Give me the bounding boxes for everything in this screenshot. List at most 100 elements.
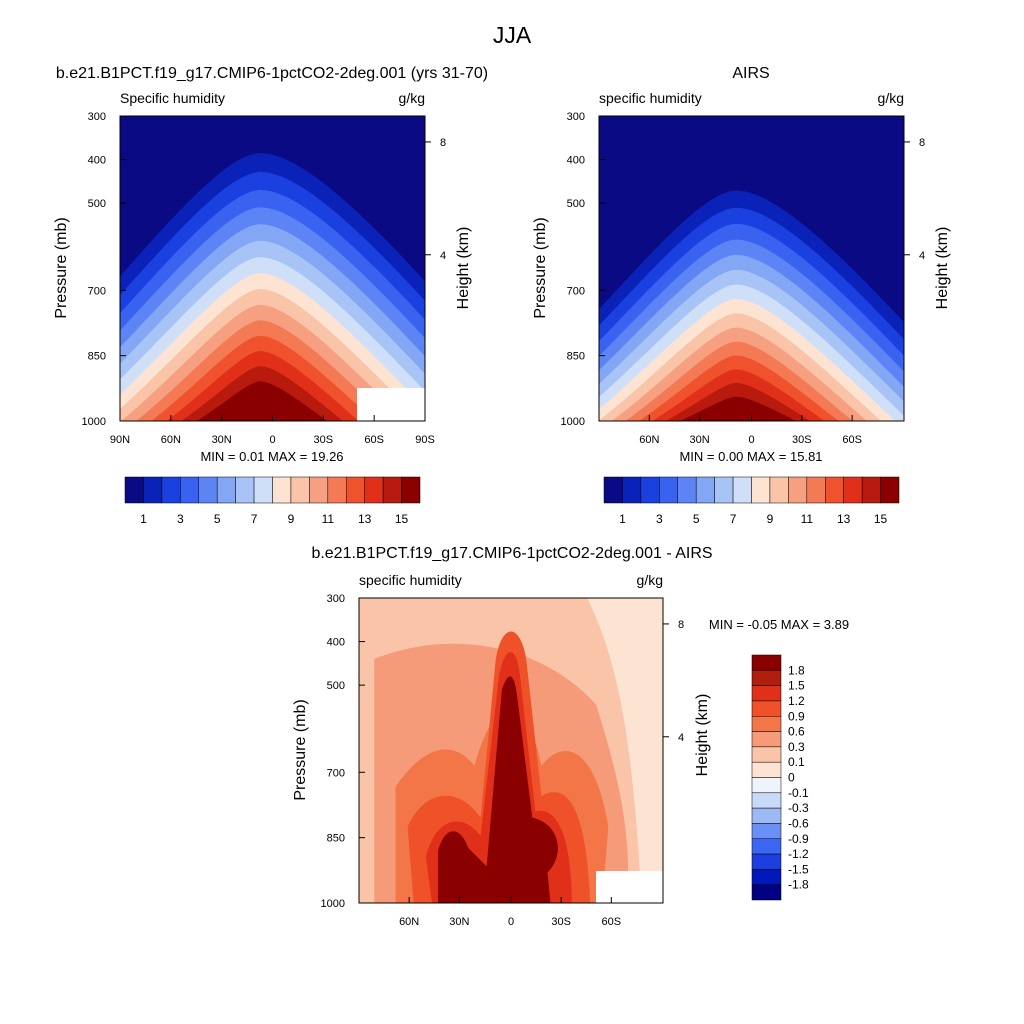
colorbar-label: 0.9 [788, 709, 805, 723]
panel-diff-title: b.e21.B1PCT.f19_g17.CMIP6-1pctCO2-2deg.0… [311, 545, 712, 562]
colorbar-label: 0.6 [788, 725, 805, 739]
x-tick-label: 30S [314, 434, 334, 446]
panel-airs-ylabel-right: Height (km) [934, 227, 951, 310]
panel-diff-colorbar: 1.81.51.20.90.60.30.10-0.1-0.3-0.6-0.9-1… [751, 654, 809, 901]
colorbar-box [180, 476, 199, 504]
right-tick-label: 4 [678, 732, 684, 744]
colorbar-box [751, 838, 782, 855]
y-tick-label: 500 [567, 198, 585, 210]
x-tick-label: 0 [748, 434, 754, 446]
y-tick-label: 400 [88, 155, 106, 167]
x-tick-label: 30S [551, 916, 571, 928]
colorbar-label: 1 [140, 512, 147, 526]
x-tick-label: 60S [364, 434, 384, 446]
colorbar-label: 11 [322, 512, 335, 526]
y-tick-label: 1000 [321, 898, 345, 910]
y-tick-label: 1000 [561, 416, 585, 428]
colorbar-label: 13 [358, 512, 372, 526]
colorbar-box [401, 476, 421, 504]
colorbar-box [216, 476, 236, 504]
panel-model: b.e21.B1PCT.f19_g17.CMIP6-1pctCO2-2deg.0… [53, 65, 488, 526]
colorbar-label: 13 [837, 512, 851, 526]
colorbar-box [290, 476, 310, 504]
colorbar-box [843, 476, 863, 504]
x-tick-label: 30N [212, 434, 232, 446]
colorbar-label: 1.8 [788, 663, 805, 677]
colorbar-label: -1.2 [788, 847, 809, 861]
colorbar-box [880, 476, 900, 504]
panel-diff-field [359, 598, 663, 903]
panel-airs: AIRS specific humidity g/kg Pressure (mb… [532, 65, 951, 526]
panel-airs-subtitle-left: specific humidity [599, 90, 702, 106]
colorbar-box [309, 476, 329, 504]
x-tick-label: 60S [602, 916, 622, 928]
colorbar-box [751, 700, 782, 717]
colorbar-box [751, 777, 782, 794]
colorbar-label: 3 [177, 512, 184, 526]
colorbar-box [677, 476, 697, 504]
panel-airs-stats: MIN = 0.00 MAX = 15.81 [679, 449, 822, 464]
x-tick-label: 90S [415, 434, 435, 446]
colorbar-box [769, 476, 789, 504]
colorbar-label: -0.9 [788, 832, 809, 846]
colorbar-label: 1.5 [788, 679, 805, 693]
colorbar-label: 1.2 [788, 694, 805, 708]
colorbar-box [861, 476, 881, 504]
colorbar-label: 5 [693, 512, 700, 526]
colorbar-box [751, 761, 782, 778]
colorbar-box [751, 685, 782, 702]
panel-airs-ylabel: Pressure (mb) [532, 217, 549, 318]
colorbar-box [143, 476, 163, 504]
panel-model-title: b.e21.B1PCT.f19_g17.CMIP6-1pctCO2-2deg.0… [56, 65, 488, 82]
panel-model-missing-data [357, 388, 425, 421]
colorbar-box [364, 476, 384, 504]
colorbar-box [751, 670, 782, 686]
y-tick-label: 300 [327, 593, 345, 605]
panel-model-colorbar: 1 3 5 7 9 11 13 15 [124, 476, 421, 526]
colorbar-box [235, 476, 255, 504]
y-tick-label: 1000 [82, 416, 106, 428]
colorbar-label: 1 [619, 512, 626, 526]
panel-diff-ylabel-right: Height (km) [694, 694, 711, 777]
panel-model-ticks: 90N 60N 30N 0 30S 60S 90S 300 400 500 700 850 1000 8 4 [82, 111, 447, 446]
colorbar-box [714, 476, 734, 504]
colorbar-box [788, 476, 808, 504]
panel-diff-stats: MIN = -0.05 MAX = 3.89 [709, 617, 849, 632]
panel-diff-ylabel: Pressure (mb) [292, 699, 309, 800]
colorbar-box [382, 476, 402, 504]
colorbar-label: 7 [251, 512, 258, 526]
colorbar-box [161, 476, 181, 504]
colorbar-label: -0.1 [788, 786, 809, 800]
colorbar-label: 5 [214, 512, 221, 526]
colorbar-box [198, 476, 218, 504]
x-tick-label: 30N [449, 916, 469, 928]
colorbar-label: -0.6 [788, 816, 809, 830]
panel-model-units: g/kg [399, 90, 425, 106]
right-tick-label: 8 [919, 137, 925, 149]
field-band [196, 381, 328, 421]
colorbar-box [806, 476, 826, 504]
colorbar-label: -1.5 [788, 862, 809, 876]
colorbar-box [751, 654, 782, 671]
panel-airs-units: g/kg [878, 90, 904, 106]
y-tick-label: 700 [567, 285, 585, 297]
x-tick-label: 60N [399, 916, 419, 928]
panel-model-ylabel-right: Height (km) [455, 227, 472, 310]
panel-diff: b.e21.B1PCT.f19_g17.CMIP6-1pctCO2-2deg.0… [292, 545, 849, 928]
y-tick-label: 850 [88, 351, 106, 363]
colorbar-box [751, 476, 771, 504]
colorbar-box [751, 869, 782, 885]
colorbar-label: 3 [656, 512, 663, 526]
x-tick-label: 90N [110, 434, 130, 446]
colorbar-box [253, 476, 273, 504]
colorbar-box [751, 853, 782, 870]
right-tick-label: 4 [919, 250, 925, 262]
colorbar-label: -0.3 [788, 801, 809, 815]
right-tick-label: 8 [440, 137, 446, 149]
panel-diff-missing-data [596, 871, 663, 903]
panel-diff-subtitle-left: specific humidity [359, 572, 462, 588]
colorbar-label: 0.3 [788, 740, 805, 754]
colorbar-box [640, 476, 660, 504]
x-tick-label: 60N [161, 434, 181, 446]
